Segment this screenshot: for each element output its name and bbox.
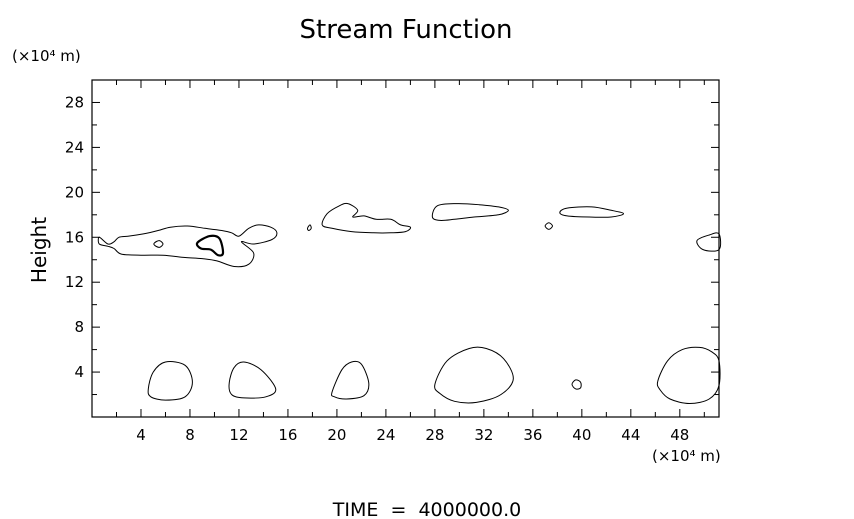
y-tick-label: 24 [65,138,84,156]
x-tick-label: 12 [229,426,248,444]
x-tick-label: 28 [425,426,444,444]
y-tick-label: 12 [65,273,84,291]
x-tick-label: 8 [185,426,195,444]
x-tick-labels: 4 8 12 16 20 24 28 32 36 40 44 48 [136,426,689,444]
y-unit-label: (×10⁴ m) [12,47,81,65]
contour-band-28-34 [431,203,509,221]
x-tick-label: 4 [136,426,146,444]
contour-lines [97,202,722,405]
contour-bottom-48 [656,346,721,405]
y-axis-label: Height [27,217,51,283]
y-tick-label: 16 [65,228,84,246]
y-tick-label: 4 [74,363,84,381]
contour-tiny-37 [544,222,554,230]
x-tick-label: 36 [523,426,542,444]
contour-band-38-44 [559,206,625,218]
x-tick-label: 32 [474,426,493,444]
contour-bottom-13 [228,361,277,399]
x-unit-label: (×10⁴ m) [652,447,721,465]
contour-inner-left-bold [195,234,225,257]
x-tick-label: 16 [278,426,297,444]
contour-inner-left-small [153,240,164,248]
y-tick-label: 28 [65,93,84,111]
x-tick-label: 40 [572,426,591,444]
chart-title: Stream Function [300,15,513,45]
plot-frame [91,79,720,418]
x-tick-label: 24 [376,426,395,444]
contour-right-edge-16 [696,232,722,252]
y-tick-labels: 4 8 12 16 20 24 28 [65,93,84,381]
contour-bottom-6 [147,361,193,401]
axis-ticks [92,80,719,417]
contour-tiny-39 [571,379,582,390]
x-tick-label: 48 [670,426,689,444]
x-tick-label: 20 [327,426,346,444]
contour-tiny-18 [306,224,312,232]
contour-bottom-31 [434,346,514,404]
contour-band-20-26 [321,202,412,234]
contour-upper-left-band [97,224,278,268]
y-tick-label: 8 [74,318,84,336]
y-tick-label: 20 [65,183,84,201]
x-tick-label: 44 [621,426,640,444]
contour-bottom-21 [331,360,370,400]
time-footer: TIME = 4000000.0 [332,499,521,519]
